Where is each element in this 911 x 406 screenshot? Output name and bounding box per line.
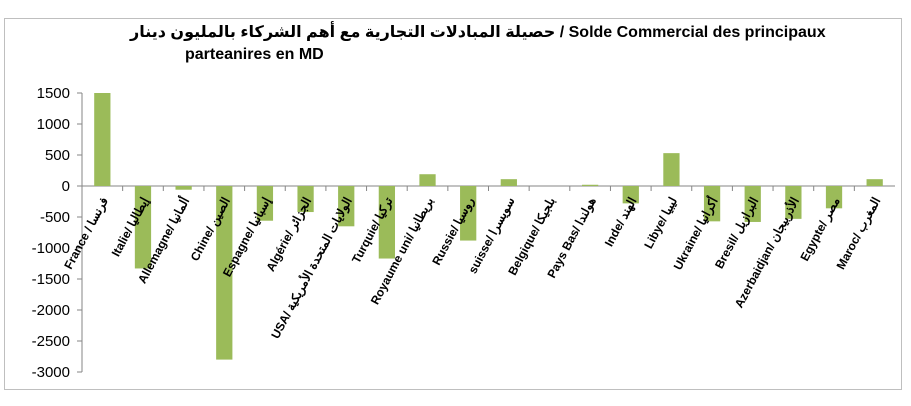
bar [297,186,314,213]
y-tick-label: -1000 [32,240,70,257]
y-tick-label: -500 [40,209,70,226]
bar [378,186,396,259]
chart-title-line1: حصيلة المبادلات التجارية مع أهم الشركاء … [130,24,826,41]
chart-title-line2: parteanires en MD [185,46,324,63]
bar [703,186,721,222]
y-tick-label: -2000 [32,302,70,319]
chart-bars [94,93,883,360]
bar [785,186,802,219]
y-tick-label: -3000 [32,364,70,381]
bar [663,153,680,186]
bar [338,186,355,227]
y-tick-label: 1000 [37,116,70,133]
y-tick-label: 1500 [37,85,70,102]
bar [581,184,599,186]
bar [460,186,477,241]
y-tick-label: -2500 [32,333,70,350]
bar [866,179,883,186]
bar [216,186,233,360]
category-label: France / فرنسا [61,195,112,272]
bar [500,179,517,186]
bar [825,186,843,209]
y-tick-label: 500 [45,147,70,164]
y-tick-label: -1500 [32,271,70,288]
chart-title: حصيلة المبادلات التجارية مع أهم الشركاء … [130,22,850,66]
y-tick-label: 0 [62,178,70,195]
category-label: Inde/ الهند [602,195,641,250]
bar [256,186,274,221]
bar [175,186,192,190]
bar [419,174,436,186]
category-label: Libye/ ليبيا [641,195,680,251]
bar [744,186,761,222]
bar [94,93,111,186]
category-label: USA/ الولايات المتحدة الأمريكية [267,194,355,341]
category-label: Egypte/ مصر [797,195,843,264]
bar [622,186,639,204]
bar [134,186,152,269]
